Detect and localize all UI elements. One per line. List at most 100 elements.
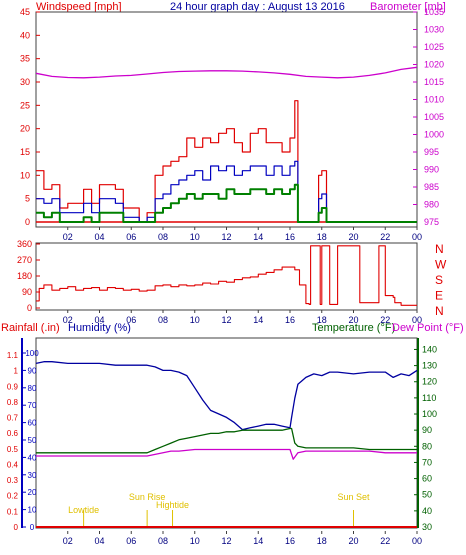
- rain-tick-label: 0.3: [7, 476, 19, 485]
- rain-tick-label: 0.1: [7, 507, 19, 516]
- x-tick-label: 22: [380, 536, 390, 546]
- temp-tick-label: 70: [422, 457, 432, 467]
- event-label: Sun Rise: [129, 492, 166, 502]
- rain-tick-label: 0.7: [7, 414, 19, 423]
- x-tick-label: 08: [158, 536, 168, 546]
- rain-tick-label: 0.9: [7, 382, 19, 391]
- baro-tick-label: 990: [424, 165, 439, 175]
- event-label: Sun Set: [337, 492, 370, 502]
- x-tick-label: 18: [317, 536, 327, 546]
- x-tick-label: 20: [348, 232, 358, 242]
- compass-label: W: [435, 258, 447, 272]
- humidity-tick-label: 0: [30, 523, 35, 532]
- baro-tick-label: 1015: [424, 77, 444, 87]
- dir-tick-label: 270: [17, 255, 32, 265]
- baro-tick-label: 1005: [424, 112, 444, 122]
- humidity-tick-label: 100: [25, 349, 39, 358]
- dir-tick-label: 90: [22, 287, 32, 297]
- wind-tick-label: 30: [20, 77, 30, 87]
- x-tick-label: 16: [285, 232, 295, 242]
- event-label: Hightide: [156, 500, 189, 510]
- dir-tick-label: 180: [17, 271, 32, 281]
- x-tick-label: 02: [63, 536, 73, 546]
- rain-tick-label: 0.6: [7, 429, 19, 438]
- x-tick-label: 04: [94, 315, 104, 325]
- baro-tick-label: 995: [424, 147, 439, 157]
- x-tick-label: 20: [348, 315, 358, 325]
- x-tick-label: 16: [285, 536, 295, 546]
- barometer-axis-label: Barometer [mb]: [370, 1, 446, 13]
- x-tick-label: 10: [190, 536, 200, 546]
- rain-tick-label: 1.1: [7, 351, 19, 360]
- x-tick-label: 00: [412, 536, 422, 546]
- wind-tick-label: 10: [20, 170, 30, 180]
- windspeed-axis-label: Windspeed [mph]: [36, 1, 122, 13]
- temperature-line: [36, 427, 417, 454]
- x-tick-label: 18: [317, 232, 327, 242]
- temp-tick-label: 50: [422, 490, 432, 500]
- tick-layer: 0510152025303540459759809859909951000100…: [7, 7, 447, 546]
- temp-tick-label: 100: [422, 409, 437, 419]
- temp-tick-label: 30: [422, 522, 432, 532]
- page-title: 24 hour graph day : August 13 2016: [170, 1, 345, 13]
- x-tick-label: 02: [63, 315, 73, 325]
- x-tick-label: 14: [253, 232, 263, 242]
- baro-tick-label: 980: [424, 200, 439, 210]
- humidity-tick-label: 80: [28, 384, 37, 393]
- baro-tick-label: 975: [424, 217, 439, 227]
- x-tick-label: 14: [253, 536, 263, 546]
- baro-tick-label: 1035: [424, 7, 444, 17]
- wind-min-line: [36, 183, 417, 223]
- humidity-tick-label: 70: [28, 401, 37, 410]
- x-tick-label: 22: [380, 315, 390, 325]
- wind-tick-label: 45: [20, 7, 30, 17]
- temp-tick-label: 110: [422, 393, 436, 403]
- x-tick-label: 08: [158, 232, 168, 242]
- x-tick-label: 08: [158, 315, 168, 325]
- wind-tick-label: 25: [20, 100, 30, 110]
- wind-tick-label: 40: [20, 30, 30, 40]
- temp-tick-label: 120: [422, 377, 437, 387]
- temperature-axis-label: Temperature (°F): [312, 322, 395, 334]
- x-tick-label: 06: [126, 315, 136, 325]
- baro-tick-label: 1020: [424, 60, 444, 70]
- baro-tick-label: 1030: [424, 25, 444, 35]
- rain-tick-label: 0.5: [7, 445, 19, 454]
- x-tick-label: 20: [348, 536, 358, 546]
- humidity-tick-label: 30: [28, 471, 37, 480]
- x-tick-label: 04: [94, 232, 104, 242]
- humidity-tick-label: 10: [28, 506, 37, 515]
- x-tick-label: 04: [94, 536, 104, 546]
- temp-tick-label: 40: [422, 506, 432, 516]
- temp-tick-label: 130: [422, 361, 437, 371]
- temp-tick-label: 80: [422, 441, 432, 451]
- humidity-tick-label: 40: [28, 453, 37, 462]
- x-tick-label: 14: [253, 315, 263, 325]
- wind-tick-label: 15: [20, 147, 30, 157]
- x-tick-label: 18: [317, 315, 327, 325]
- baro-tick-label: 1010: [424, 95, 444, 105]
- x-tick-label: 22: [380, 232, 390, 242]
- x-tick-label: 12: [221, 315, 231, 325]
- x-tick-label: 10: [190, 232, 200, 242]
- humidity-tick-label: 20: [28, 488, 37, 497]
- wind-tick-label: 35: [20, 54, 30, 64]
- compass-label: S: [435, 273, 443, 287]
- barometer-line: [35, 66, 418, 79]
- rain-tick-label: 1: [14, 367, 19, 376]
- humidity-axis-label: Humidity (%): [68, 322, 131, 334]
- compass-label: E: [435, 289, 443, 303]
- temp-tick-label: 140: [422, 344, 437, 354]
- x-tick-label: 06: [126, 232, 136, 242]
- x-tick-label: 10: [190, 315, 200, 325]
- event-label: Lowtide: [68, 505, 99, 515]
- rainfall-axis-label: Rainfall (.in): [1, 322, 60, 334]
- humidity-tick-label: 90: [28, 366, 37, 375]
- x-tick-label: 12: [221, 232, 231, 242]
- wind-tick-label: 0: [25, 217, 30, 227]
- series-layer: [35, 66, 418, 528]
- compass-label: N: [435, 304, 444, 318]
- x-tick-label: 12: [221, 536, 231, 546]
